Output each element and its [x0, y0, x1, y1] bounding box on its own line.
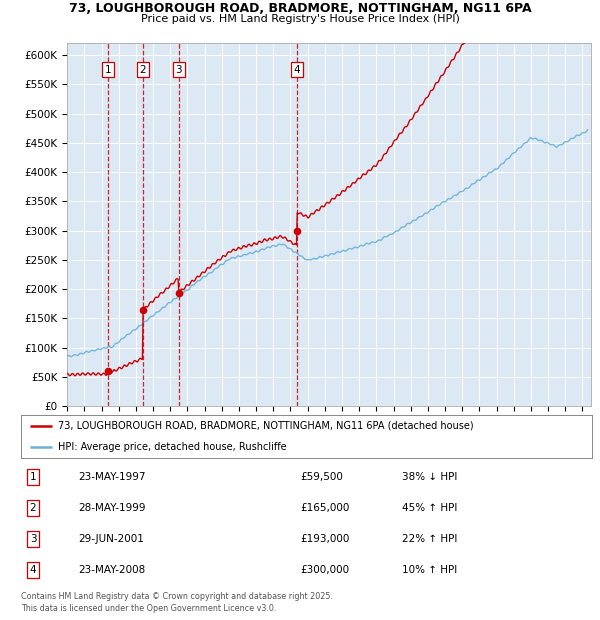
Text: 4: 4: [294, 64, 301, 75]
Text: 23-MAY-1997: 23-MAY-1997: [78, 472, 146, 482]
Text: HPI: Average price, detached house, Rushcliffe: HPI: Average price, detached house, Rush…: [58, 441, 287, 451]
Text: 3: 3: [29, 534, 37, 544]
Text: Contains HM Land Registry data © Crown copyright and database right 2025.: Contains HM Land Registry data © Crown c…: [21, 592, 333, 601]
Text: 2: 2: [29, 503, 37, 513]
Text: 1: 1: [105, 64, 112, 75]
Text: 73, LOUGHBOROUGH ROAD, BRADMORE, NOTTINGHAM, NG11 6PA (detached house): 73, LOUGHBOROUGH ROAD, BRADMORE, NOTTING…: [58, 420, 474, 430]
Text: Price paid vs. HM Land Registry's House Price Index (HPI): Price paid vs. HM Land Registry's House …: [140, 14, 460, 24]
Text: £165,000: £165,000: [300, 503, 349, 513]
Text: £300,000: £300,000: [300, 565, 349, 575]
Text: £193,000: £193,000: [300, 534, 349, 544]
Text: 38% ↓ HPI: 38% ↓ HPI: [402, 472, 457, 482]
Text: 73, LOUGHBOROUGH ROAD, BRADMORE, NOTTINGHAM, NG11 6PA: 73, LOUGHBOROUGH ROAD, BRADMORE, NOTTING…: [68, 2, 532, 15]
Text: £59,500: £59,500: [300, 472, 343, 482]
Text: 28-MAY-1999: 28-MAY-1999: [78, 503, 146, 513]
Text: 10% ↑ HPI: 10% ↑ HPI: [402, 565, 457, 575]
Text: 2: 2: [139, 64, 146, 75]
Text: 3: 3: [175, 64, 182, 75]
Text: 45% ↑ HPI: 45% ↑ HPI: [402, 503, 457, 513]
Text: 1: 1: [29, 472, 37, 482]
Text: 4: 4: [29, 565, 37, 575]
Text: 29-JUN-2001: 29-JUN-2001: [78, 534, 144, 544]
Text: 23-MAY-2008: 23-MAY-2008: [78, 565, 145, 575]
Text: This data is licensed under the Open Government Licence v3.0.: This data is licensed under the Open Gov…: [21, 603, 277, 613]
Text: 22% ↑ HPI: 22% ↑ HPI: [402, 534, 457, 544]
